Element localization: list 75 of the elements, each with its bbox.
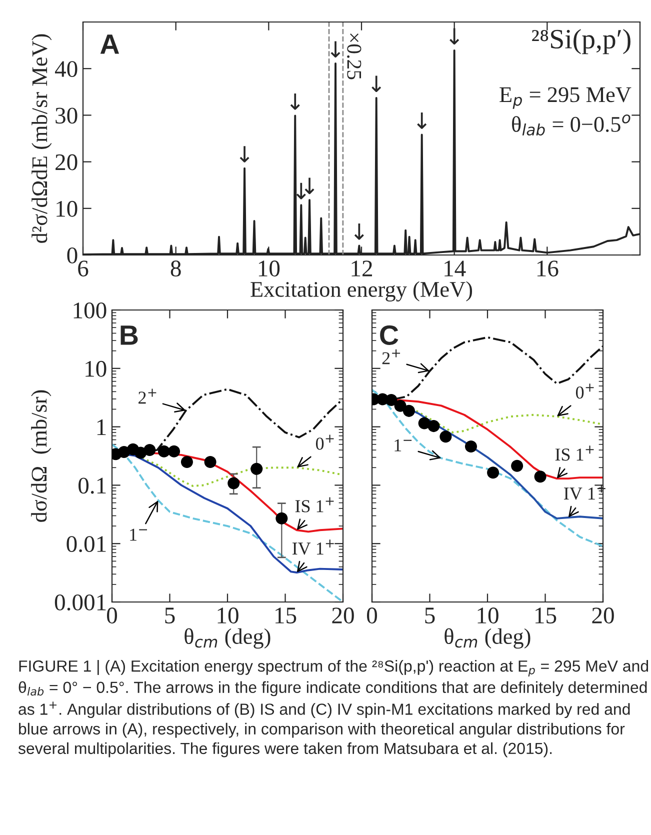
y-tick-label: 20 — [56, 154, 78, 170]
annotation: ↓ — [450, 28, 460, 44]
annotation: IS 1$^{+}$ — [555, 446, 594, 461]
point — [144, 444, 156, 456]
point — [180, 456, 193, 468]
annotation: θ$_{lab}$ = 0−0.5$^{o}$ — [512, 114, 630, 136]
point — [250, 462, 263, 475]
point — [402, 404, 415, 417]
y-tick-label: 10 — [56, 200, 78, 217]
annotation: 2$^{+}$ — [138, 388, 156, 404]
point — [228, 477, 240, 490]
point — [487, 466, 500, 479]
x-tick-label: 5 — [425, 608, 435, 624]
annotation: ↓ — [330, 41, 340, 58]
chart-title: B — [120, 326, 138, 345]
annotation: ↓ — [417, 112, 427, 129]
annotation: ↓ — [354, 223, 364, 240]
x-tick-label: 5 — [165, 608, 175, 624]
y-axis-title: dσ/dΩ (mb/sr) — [31, 390, 52, 522]
annotation: ²⁸Si(p,p′) — [532, 28, 630, 54]
annotation: 1$^{−}$ — [394, 439, 412, 452]
point — [158, 445, 170, 458]
x-axis-title: θ$_{cm}$ (deg) — [184, 628, 270, 649]
x-tick-label: 6 — [78, 260, 88, 276]
annotation: 0$^{+}$ — [316, 434, 334, 450]
y-tick-label: 100 — [74, 302, 106, 318]
x-tick-label: 0 — [366, 608, 378, 624]
y-tick-label: 1 — [97, 419, 106, 435]
point — [394, 400, 406, 412]
x-tick-label: 16 — [537, 260, 558, 276]
annotation: 0$^{+}$ — [576, 384, 594, 399]
point — [385, 394, 398, 406]
annotation: 1$^{−}$ — [130, 528, 148, 541]
ref-line-label: ×0.25 — [347, 34, 362, 80]
point — [534, 470, 546, 483]
annotation: ↓ — [304, 178, 314, 194]
x-tick-label: 15 — [276, 608, 296, 624]
y-tick-label: 0.01 — [66, 536, 106, 552]
annotation: ↓ — [240, 146, 250, 162]
annotation: ↓ — [290, 93, 300, 110]
y-tick-label: 10 — [86, 360, 106, 377]
point — [464, 440, 477, 453]
x-tick-label: 20 — [332, 608, 354, 624]
y-tick-label: 0.001 — [54, 594, 106, 611]
annotation: E$_{p}$ = 295 MeV — [500, 87, 632, 109]
annotation: ↓ — [372, 76, 382, 92]
x-tick-label: 10 — [258, 260, 280, 276]
y-tick-label: 30 — [56, 108, 78, 124]
x-tick-label: 10 — [218, 608, 238, 624]
x-tick-label: 10 — [478, 608, 498, 624]
x-tick-label: 15 — [536, 608, 556, 624]
annotation: IV 1$^{+}$ — [292, 540, 334, 555]
y-axis-title: d²σ/dΩdE (mb/sr MeV) — [32, 34, 52, 243]
point — [276, 512, 288, 524]
y-tick-label: 40 — [54, 61, 78, 78]
annotation: IS 1$^{+}$ — [295, 497, 334, 512]
x-tick-label: 8 — [170, 260, 181, 276]
y-tick-label: 0 — [67, 247, 78, 264]
point — [168, 445, 180, 458]
point — [204, 456, 216, 468]
x-tick-label: 12 — [352, 260, 372, 276]
chart-title: C — [380, 325, 398, 346]
point — [428, 420, 440, 432]
x-tick-label: 14 — [444, 260, 466, 276]
x-tick-label: 0 — [106, 608, 118, 624]
x-axis-title: θ$_{cm}$ (deg) — [444, 628, 530, 649]
point — [440, 430, 452, 443]
x-axis-title: Excitation energy (MeV) — [250, 281, 472, 302]
annotation: 2$^{+}$ — [382, 349, 400, 364]
annotation: ↓ — [296, 182, 306, 200]
chart-title: A — [100, 34, 120, 54]
x-tick-label: 20 — [592, 608, 614, 624]
y-tick-label: 0.1 — [78, 478, 106, 494]
text: FIGURE 1 | (A) Excitation energy spectrum of the ²⁸Si(p,p') reaction at E$_{p}$ = 295 MeV and θ$_{lab}$ = 0° − 0.5°. The arrows in the figure indicate conditions that are definitely determined as 1$^{+}$. Angular distributions of (B) IS and (C) IV spin-M1 excitations marked by red and blue arrows in (A), respectively, in comparison with theoretical angular distributions for several multipolarities. The figures were taken from Matsubara et al. (2015). — [18, 660, 648, 758]
point — [511, 460, 524, 472]
